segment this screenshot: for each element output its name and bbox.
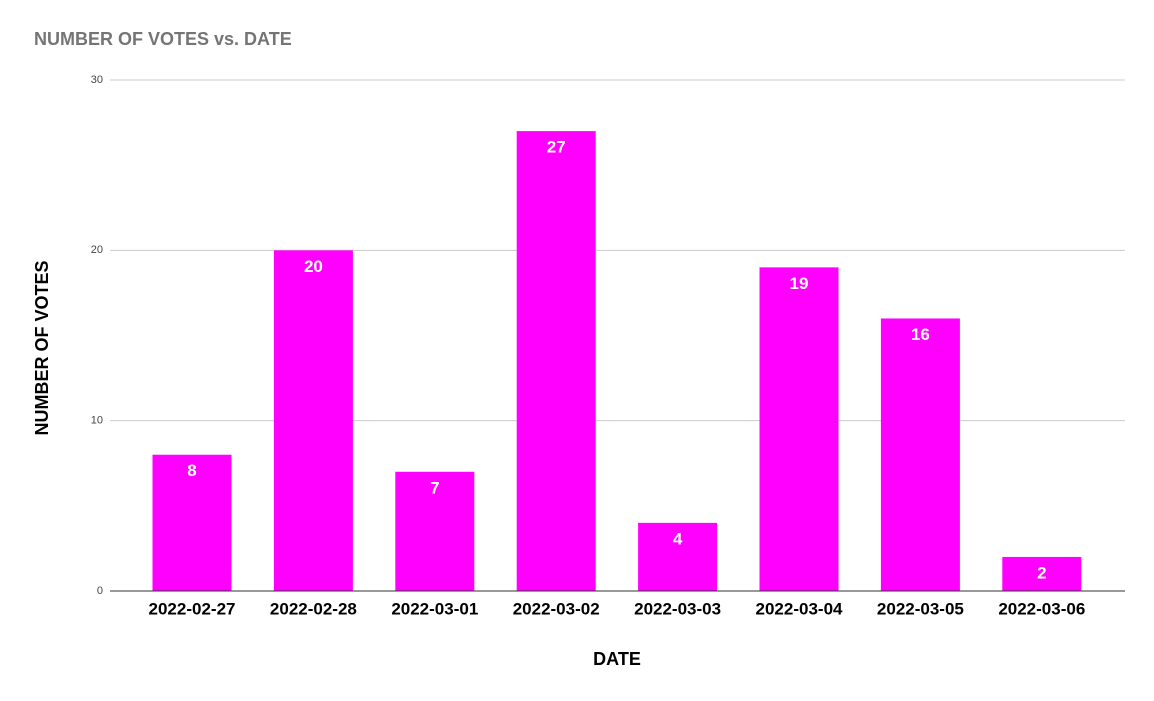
bar (880, 318, 960, 591)
x-tick-label: 2022-03-01 (391, 599, 478, 618)
bar (759, 267, 839, 591)
x-tick-label: 2022-03-06 (998, 599, 1085, 618)
data-label: 27 (547, 138, 566, 157)
chart-title: NUMBER OF VOTES vs. DATE (34, 29, 292, 49)
x-tick-label: 2022-02-27 (149, 599, 236, 618)
y-tick-label: 10 (91, 415, 103, 427)
bar (1002, 556, 1082, 591)
x-tick-label: 2022-03-03 (634, 599, 721, 618)
y-tick-label: 0 (97, 585, 103, 597)
data-label: 19 (790, 274, 809, 293)
data-label: 2 (1037, 563, 1046, 582)
bar (395, 471, 475, 591)
bar (638, 522, 718, 591)
x-tick-label: 2022-03-05 (877, 599, 964, 618)
x-tick-label: 2022-02-28 (270, 599, 357, 618)
bar (152, 454, 232, 591)
y-tick-label: 20 (91, 244, 103, 256)
x-axis-label: DATE (593, 649, 641, 669)
x-tick-label: 2022-03-04 (756, 599, 844, 618)
x-tick-label: 2022-03-02 (513, 599, 600, 618)
data-label: 4 (673, 529, 683, 548)
data-label: 16 (911, 325, 930, 344)
bar (273, 250, 353, 592)
bar (516, 131, 596, 591)
y-tick-label: 30 (91, 74, 103, 86)
data-label: 7 (430, 478, 439, 497)
data-label: 20 (304, 257, 323, 276)
data-label: 8 (187, 461, 196, 480)
y-axis-label: NUMBER OF VOTES (32, 260, 52, 435)
